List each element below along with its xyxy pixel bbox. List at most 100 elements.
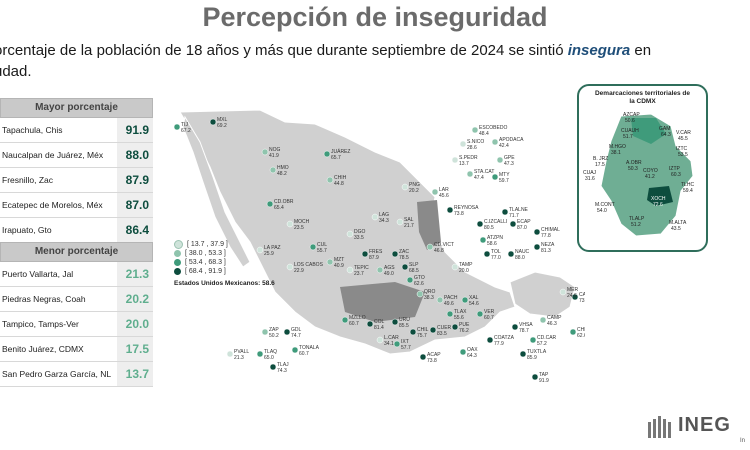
city-name-label: TLAX xyxy=(454,309,467,315)
row-name: Tapachula, Chis xyxy=(2,125,63,135)
city-value-label: 73.2 xyxy=(579,298,585,304)
row-value: 91.9 xyxy=(117,118,153,142)
cdmx-value-label: 43.5 xyxy=(671,226,681,232)
bottom-ranking-header: Menor porcentaje xyxy=(0,242,153,262)
cdmx-inset: Demarcaciones territoriales de la CDMX A… xyxy=(577,84,708,252)
city-name-label: TLALNE xyxy=(509,207,529,213)
city-name-label: TEPIC xyxy=(354,265,369,271)
cdmx-value-label: 45.5 xyxy=(678,136,688,142)
top-ranking-panel: Mayor porcentaje Tapachula, Chis 91.9 Nau… xyxy=(0,98,153,243)
legend-item: [ 13.7 , 37.9 ] xyxy=(174,240,228,249)
row-value: 87.0 xyxy=(117,193,153,217)
city-name-label: PACH xyxy=(444,295,458,301)
city-value-label: 58.6 xyxy=(487,241,497,247)
city-marker xyxy=(376,336,384,344)
city-marker xyxy=(471,126,479,134)
city-marker xyxy=(476,310,484,318)
city-marker xyxy=(376,266,384,274)
city-name-label: OAX xyxy=(467,347,478,353)
legend-label: [ 68.4 , 91.9 ] xyxy=(185,268,226,275)
city-value-label: 22.9 xyxy=(294,268,304,274)
row-value: 13.7 xyxy=(117,362,153,386)
city-marker xyxy=(531,373,539,381)
subtitle-line2: udad. xyxy=(0,63,32,80)
inegi-logo: INEG In xyxy=(648,412,748,444)
city-value-label: 42.4 xyxy=(499,143,509,149)
row-name: Puerto Vallarta, Jal xyxy=(2,269,74,279)
cdmx-value-label: 51.2 xyxy=(631,222,641,228)
city-marker xyxy=(429,326,437,334)
cdmx-value-label: 54.0 xyxy=(597,208,607,214)
city-value-label: 87.9 xyxy=(369,255,379,261)
table-row: Naucalpan de Juárez, Méx 88.0 xyxy=(0,143,153,168)
city-name-label: VER xyxy=(484,309,495,315)
city-marker xyxy=(431,188,439,196)
row-value: 88.0 xyxy=(117,143,153,167)
legend-swatch xyxy=(174,268,181,275)
top-ranking-header: Mayor porcentaje xyxy=(0,98,153,118)
cdmx-value-label: 64.3 xyxy=(661,132,671,138)
city-value-label: 76.2 xyxy=(459,328,469,334)
city-name-label: LOS CABOS xyxy=(294,262,324,268)
city-value-label: 75.7 xyxy=(417,333,427,339)
city-name-label: TOL xyxy=(491,249,501,255)
highlight-region-center xyxy=(340,282,425,322)
city-value-label: 65.7 xyxy=(331,155,341,161)
city-name-label: XAL xyxy=(469,295,479,301)
city-marker xyxy=(461,296,469,304)
city-name-label: PNG xyxy=(409,182,420,188)
city-value-label: 62.6 xyxy=(577,333,585,339)
city-marker xyxy=(416,290,424,298)
city-name-label: CANCUN xyxy=(579,292,585,298)
city-value-label: 46.3 xyxy=(547,321,557,327)
city-value-label: 65.0 xyxy=(264,355,274,361)
city-value-label: 45.6 xyxy=(439,193,449,199)
city-name-label: CHETUMAL xyxy=(577,327,585,333)
row-name: Fresnillo, Zac xyxy=(2,175,54,185)
city-marker xyxy=(459,348,467,356)
city-name-label: LAR xyxy=(439,187,449,193)
city-value-label: 21.3 xyxy=(234,355,244,361)
city-name-label: NAUC xyxy=(515,249,530,255)
city-name-label: CUER xyxy=(437,325,452,331)
city-marker xyxy=(173,123,181,131)
city-name-label: L.CAR xyxy=(384,335,399,341)
city-marker xyxy=(401,263,409,271)
city-marker xyxy=(261,148,269,156)
page-title: Percepción de inseguridad xyxy=(202,2,548,32)
cdmx-name-label: XOCH xyxy=(651,196,666,202)
city-name-label: TUXTLA xyxy=(527,349,547,355)
cdmx-value-label: 41.2 xyxy=(645,174,655,180)
table-row: Irapuato, Gto 86.4 xyxy=(0,218,153,243)
inegi-logo-subtext: In xyxy=(740,438,746,444)
city-marker xyxy=(533,243,541,251)
city-marker xyxy=(269,363,277,371)
city-value-label: 55.6 xyxy=(454,315,464,321)
map-legend: [ 13.7 , 37.9 ] [ 38.0 , 53.3 ] [ 53.4 ,… xyxy=(174,240,228,276)
city-marker xyxy=(569,328,577,336)
city-name-label: ZAC xyxy=(399,249,409,255)
city-value-label: 73.8 xyxy=(427,358,437,364)
city-name-label: S.NICO xyxy=(467,139,484,145)
city-name-label: ESCOBEDO xyxy=(479,125,507,131)
subtitle-emphasis: insegura xyxy=(567,42,631,59)
city-name-label: TAP xyxy=(539,372,549,378)
city-value-label: 60.7 xyxy=(349,321,359,327)
city-marker xyxy=(491,173,499,181)
city-value-label: 77.9 xyxy=(494,341,504,347)
bottom-ranking-panel: Menor porcentaje Puerto Vallarta, Jal 21.… xyxy=(0,242,153,387)
city-marker xyxy=(283,328,291,336)
row-value: 17.5 xyxy=(117,337,153,361)
city-marker xyxy=(371,213,379,221)
city-marker xyxy=(491,138,499,146)
cdmx-value-label: 17.5 xyxy=(595,162,605,168)
city-name-label: CHIL xyxy=(417,327,429,333)
city-name-label: PVALL xyxy=(234,349,249,355)
city-name-label: TLAJ xyxy=(277,362,289,368)
table-row: Fresnillo, Zac 87.9 xyxy=(0,168,153,193)
city-value-label: 41.9 xyxy=(269,153,279,159)
cdmx-name-label: IZTC xyxy=(676,146,687,152)
city-name-label: QRO xyxy=(424,289,436,295)
city-value-label: 20.2 xyxy=(409,188,419,194)
table-row: San Pedro Garza García, NL 13.7 xyxy=(0,362,153,387)
